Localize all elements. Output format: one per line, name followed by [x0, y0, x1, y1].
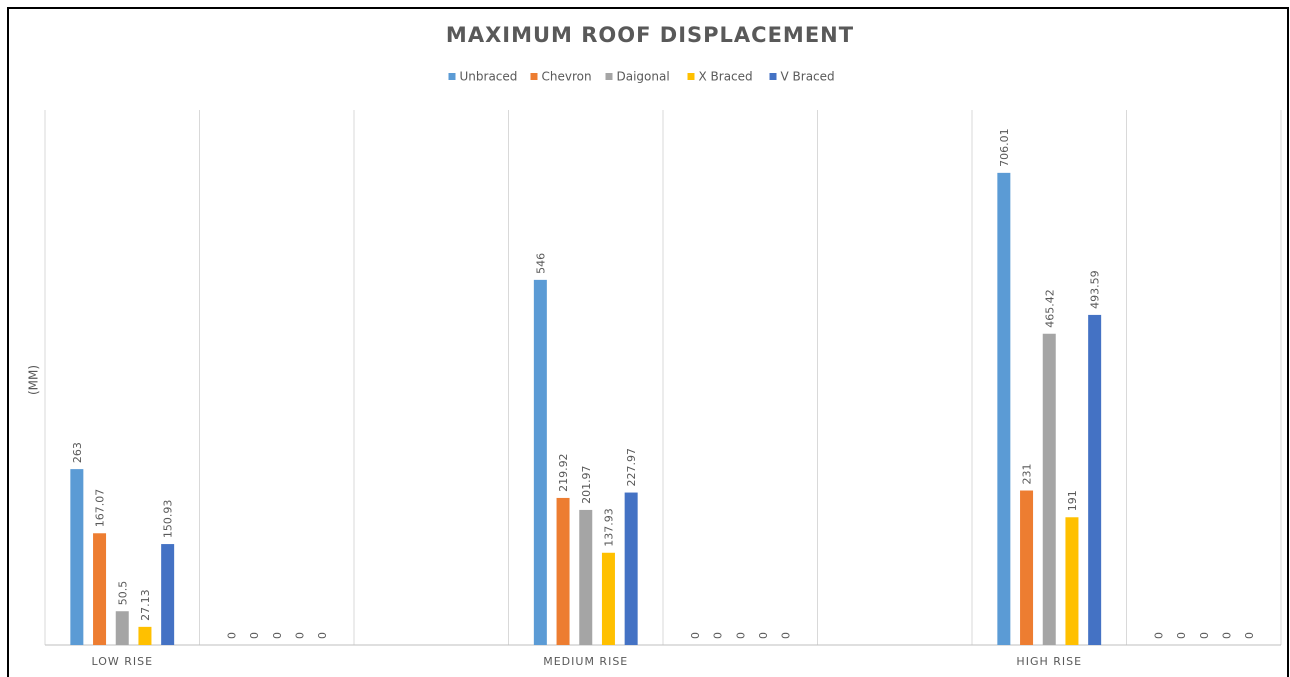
legend-label: Daigonal	[617, 70, 670, 84]
bar	[556, 497, 570, 645]
data-label: 546	[534, 253, 547, 274]
chart-title: MAXIMUM ROOF DISPLACEMENT	[446, 23, 854, 47]
data-label: 0	[225, 632, 238, 639]
data-label: 137.93	[602, 508, 615, 547]
data-label: 201.97	[580, 465, 593, 504]
data-label: 0	[1152, 632, 1165, 639]
bar	[1042, 333, 1056, 645]
data-label: 0	[712, 632, 725, 639]
bar	[1065, 517, 1079, 645]
bar	[70, 469, 84, 645]
data-label: 27.13	[139, 589, 152, 621]
data-label: 0	[1243, 632, 1256, 639]
legend-label: X Braced	[699, 70, 753, 84]
data-label: 191	[1066, 490, 1079, 511]
legend-label: Chevron	[542, 70, 592, 84]
frame	[7, 7, 1289, 677]
x-tick-label: LOW RISE	[91, 655, 153, 668]
data-label: 0	[293, 632, 306, 639]
data-label: 0	[734, 632, 747, 639]
bar	[93, 533, 107, 645]
x-tick-label: MEDIUM RISE	[543, 655, 628, 668]
data-label: 150.93	[162, 500, 175, 539]
data-label: 0	[780, 632, 793, 639]
bar	[115, 611, 129, 645]
data-label: 231	[1021, 464, 1034, 485]
data-label: 0	[689, 632, 702, 639]
data-label: 493.59	[1089, 270, 1102, 309]
data-label: 0	[1220, 632, 1233, 639]
data-label: 0	[271, 632, 284, 639]
bar	[601, 552, 615, 645]
data-label: 706.01	[998, 128, 1011, 167]
bar	[997, 172, 1011, 645]
bar	[161, 544, 175, 645]
bar	[138, 626, 152, 645]
data-label: 50.5	[116, 581, 129, 606]
bar	[624, 492, 638, 645]
legend-swatch	[530, 73, 538, 80]
data-label: 0	[316, 632, 329, 639]
data-label: 0	[757, 632, 770, 639]
bar	[1088, 314, 1102, 645]
data-label: 0	[1198, 632, 1211, 639]
legend-swatch	[605, 73, 613, 80]
x-tick-label: HIGH RISE	[1016, 655, 1082, 668]
legend-swatch	[769, 73, 777, 80]
bar	[533, 279, 547, 645]
data-label: 167.07	[94, 489, 107, 528]
data-label: 0	[1175, 632, 1188, 639]
legend-swatch	[448, 73, 456, 80]
legend-label: Unbraced	[460, 70, 518, 84]
data-label: 263	[71, 442, 84, 463]
data-label: 465.42	[1043, 289, 1056, 328]
bar	[1020, 490, 1034, 645]
y-axis-label: (MM)	[27, 365, 41, 395]
data-label: 219.92	[557, 453, 570, 492]
data-label: 227.97	[625, 448, 638, 487]
legend-label: V Braced	[781, 70, 835, 84]
data-label: 0	[248, 632, 261, 639]
legend-swatch	[687, 73, 695, 80]
bar	[579, 509, 593, 645]
